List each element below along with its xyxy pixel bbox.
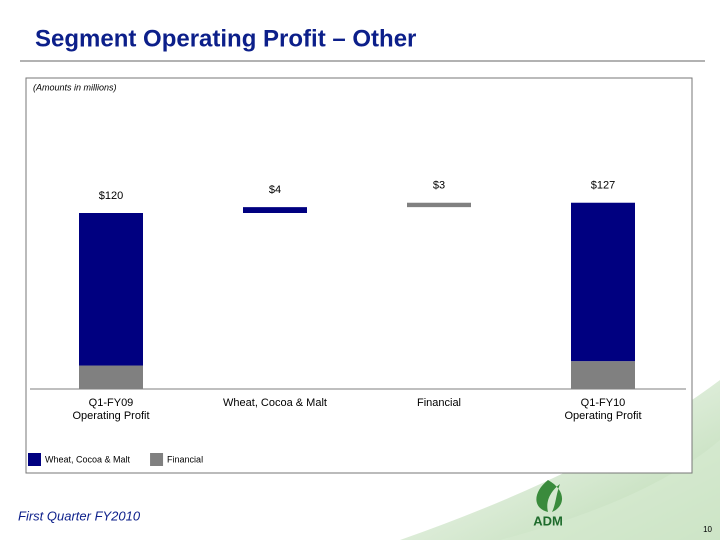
legend-swatch xyxy=(28,453,41,466)
logo-text: ADM xyxy=(533,513,563,528)
bar-segment xyxy=(571,202,635,362)
legend-swatch xyxy=(150,453,164,466)
bar-segment xyxy=(407,202,471,208)
x-tick-label: Financial xyxy=(416,397,462,409)
legend-label: Wheat, Cocoa & Malt xyxy=(45,454,131,464)
value-label: $127 xyxy=(591,180,615,192)
value-label: $120 xyxy=(99,190,123,202)
chart-note: (Amounts in millions) xyxy=(33,82,117,92)
logo-leaf xyxy=(536,480,563,512)
bar-segment xyxy=(79,365,143,389)
slide-title: Segment Operating Profit – Other xyxy=(35,25,416,52)
background-swoosh xyxy=(500,440,720,540)
bar-segment xyxy=(571,361,635,389)
legend-label: Financial xyxy=(167,454,203,464)
footer-text: First Quarter FY2010 xyxy=(18,508,141,523)
x-tick-label: Q1-FY09 Operating Profit xyxy=(72,397,150,422)
value-label: $4 xyxy=(269,184,281,196)
bar-segment xyxy=(79,213,143,366)
bar-segment xyxy=(243,207,307,213)
value-label: $3 xyxy=(433,180,445,192)
page-number: 10 xyxy=(703,525,712,534)
x-tick-label: Q1-FY10 Operating Profit xyxy=(564,397,642,422)
x-tick-label: Wheat, Cocoa & Malt xyxy=(223,397,327,409)
